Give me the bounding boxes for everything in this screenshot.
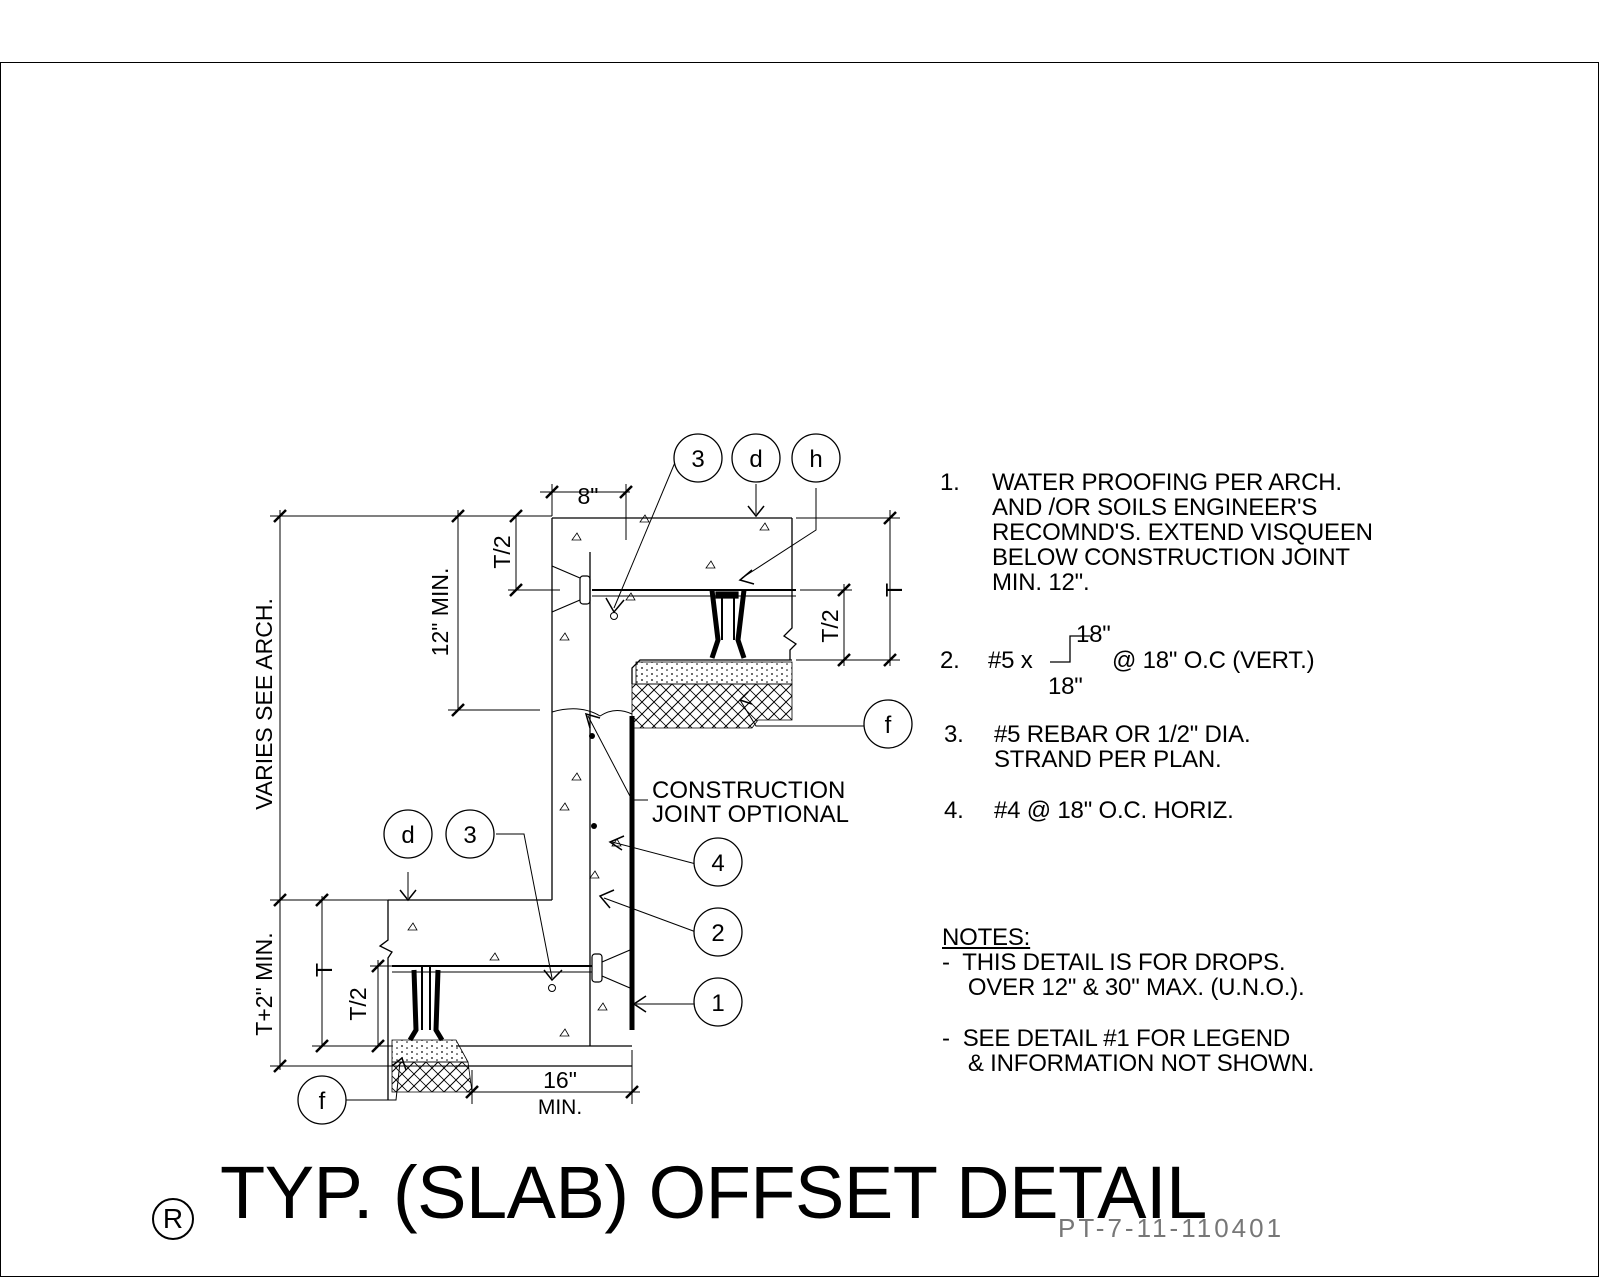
dim-16-inch: 16" [543, 1067, 577, 1093]
callout-2: 2 [693, 907, 743, 957]
note-3-line: #5 REBAR OR 1/2" DIA. [994, 721, 1251, 748]
svg-text:f: f [885, 712, 892, 739]
svg-text:4: 4 [711, 850, 724, 877]
note-1-line: BELOW CONSTRUCTION JOINT [992, 544, 1350, 571]
general-note-line: - THIS DETAIL IS FOR DROPS. [942, 949, 1286, 976]
dim-t-right: T [881, 583, 907, 597]
dim-t-plus-two: T+2" MIN. [251, 932, 277, 1035]
dim-t-half-right: T/2 [817, 609, 843, 642]
upper-soil [631, 683, 793, 729]
general-note-line: & INFORMATION NOT SHOWN. [942, 1050, 1315, 1077]
note-1-line: WATER PROOFING PER ARCH. [992, 469, 1342, 496]
callout-3-top: 3 [673, 433, 723, 483]
note-3-number: 3. [944, 721, 964, 748]
aggregate-marks [407, 514, 770, 1037]
dim-t-half-upper: T/2 [489, 535, 515, 568]
detail-letter-badge: R [152, 1198, 194, 1240]
dim-16-min: MIN. [538, 1096, 582, 1119]
strand-marker [548, 984, 556, 992]
leader-lines [346, 459, 864, 1101]
callout-1: 1 [693, 977, 743, 1027]
note-2-suffix: @ 18" O.C (VERT.) [1112, 647, 1315, 674]
upper-gravel [635, 661, 793, 685]
note-2-top-dim: 18" [1076, 621, 1111, 648]
construction-joint-label-2: JOINT OPTIONAL [652, 801, 849, 828]
lower-anchor [392, 949, 631, 1042]
svg-text:f: f [319, 1088, 326, 1115]
note-2-prefix: #5 x [988, 647, 1033, 674]
svg-text:3: 3 [463, 822, 476, 849]
svg-text:d: d [749, 446, 762, 473]
note-1-line: MIN. 12". [992, 569, 1090, 596]
dim-8-inch: 8" [578, 483, 599, 509]
dim-varies: VARIES SEE ARCH. [251, 598, 277, 810]
callout-3-lower: 3 [445, 809, 495, 859]
notes-heading: NOTES: [942, 924, 1031, 951]
rebar-dot [589, 733, 595, 739]
construction-joint-label: CONSTRUCTION [652, 777, 845, 804]
note-2-bottom-dim: 18" [1048, 673, 1083, 700]
svg-text:1: 1 [711, 990, 724, 1017]
callout-4: 4 [693, 837, 743, 887]
rebar-dot [591, 823, 597, 829]
note-2-number: 2. [940, 647, 960, 674]
callout-h: h [791, 433, 841, 483]
dim-t-lower: T [311, 963, 337, 977]
svg-text:3: 3 [691, 446, 704, 473]
bent-bar-symbol [1050, 635, 1090, 663]
general-note-line: - SEE DETAIL #1 FOR LEGEND [942, 1025, 1291, 1052]
lower-gravel [391, 1039, 469, 1063]
svg-text:d: d [401, 822, 414, 849]
callout-f-upper: f [863, 699, 913, 749]
sheet-border [0, 62, 1599, 1277]
general-note-line: OVER 12" & 30" MAX. (U.N.O.). [942, 974, 1305, 1001]
dim-12-min: 12" MIN. [427, 568, 453, 657]
svg-text:h: h [809, 446, 822, 473]
svg-text:2: 2 [711, 920, 724, 947]
note-4-text: #4 @ 18" O.C. HORIZ. [994, 797, 1234, 824]
upper-anchor [551, 565, 796, 659]
drawing-id: PT-7-11-110401 [1058, 1213, 1285, 1243]
note-1-number: 1. [940, 469, 960, 496]
callout-d-top: d [731, 433, 781, 483]
note-1-line: AND /OR SOILS ENGINEER'S [992, 494, 1318, 521]
callout-f-lower: f [297, 1075, 347, 1125]
strand-marker [610, 612, 618, 620]
callout-d-lower: d [383, 809, 433, 859]
note-4-number: 4. [944, 797, 964, 824]
dimension-lines [270, 484, 900, 1104]
note-1-line: RECOMND'S. EXTEND VISQUEEN [992, 519, 1373, 546]
dim-t-half-lower: T/2 [345, 987, 371, 1020]
note-3-line: STRAND PER PLAN. [994, 746, 1222, 773]
drawing-title: TYP. (SLAB) OFFSET DETAIL [220, 1151, 1207, 1234]
